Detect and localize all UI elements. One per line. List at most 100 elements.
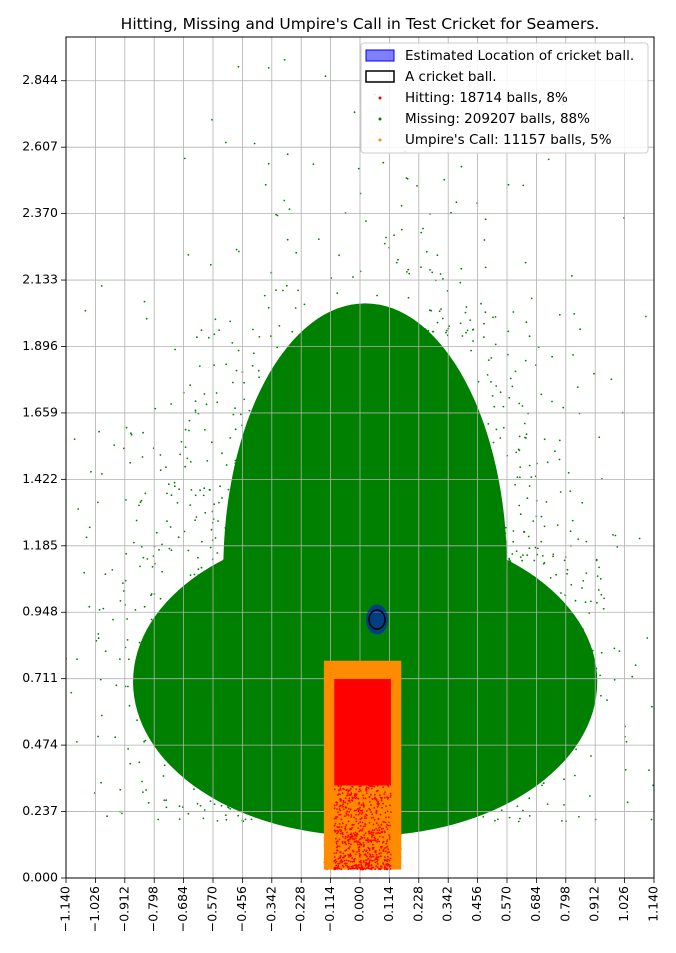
- missing-point: [415, 765, 417, 768]
- missing-point: [403, 632, 406, 634]
- missing-point: [194, 632, 197, 635]
- missing-point: [244, 818, 247, 821]
- hitting-point: [359, 824, 362, 827]
- hitting-point: [358, 841, 361, 844]
- missing-point: [502, 426, 505, 429]
- missing-point: [337, 547, 339, 549]
- missing-point: [412, 689, 415, 692]
- missing-point: [455, 675, 458, 678]
- hitting-point: [341, 833, 344, 836]
- missing-point: [286, 633, 289, 636]
- hitting-point: [355, 796, 358, 799]
- missing-point: [369, 580, 372, 582]
- missing-point: [248, 647, 251, 650]
- hitting-point: [356, 780, 359, 783]
- missing-point: [301, 609, 304, 611]
- missing-point: [303, 553, 305, 556]
- missing-point: [358, 586, 360, 588]
- missing-point: [193, 684, 195, 686]
- missing-point: [519, 466, 522, 468]
- missing-point: [415, 451, 418, 454]
- missing-point: [503, 601, 506, 604]
- hitting-point: [387, 855, 389, 858]
- missing-point: [378, 638, 381, 641]
- missing-point: [382, 561, 385, 563]
- hitting-point: [355, 788, 357, 791]
- missing-point: [478, 512, 481, 515]
- missing-point: [428, 496, 431, 499]
- missing-point: [493, 682, 496, 684]
- missing-point: [73, 438, 76, 440]
- missing-point: [255, 685, 258, 687]
- missing-point: [416, 665, 419, 668]
- missing-point: [458, 580, 461, 582]
- hitting-point: [360, 813, 363, 815]
- missing-point: [238, 535, 241, 538]
- missing-point: [252, 561, 255, 564]
- missing-point: [297, 289, 299, 292]
- missing-point: [127, 658, 130, 661]
- hitting-point: [372, 843, 374, 846]
- missing-point: [459, 719, 462, 721]
- missing-point: [483, 698, 486, 701]
- missing-point: [236, 664, 239, 667]
- hitting-point: [350, 816, 353, 818]
- missing-point: [139, 696, 142, 699]
- missing-point: [319, 603, 322, 606]
- missing-point: [493, 674, 496, 676]
- missing-point: [259, 747, 261, 750]
- hitting-point: [349, 853, 352, 855]
- missing-point: [534, 625, 536, 628]
- missing-point: [401, 636, 404, 639]
- missing-point: [205, 608, 207, 611]
- missing-point: [314, 719, 317, 722]
- missing-point: [404, 489, 406, 491]
- missing-point: [411, 715, 414, 718]
- hitting-point: [339, 855, 342, 857]
- missing-point: [319, 672, 322, 675]
- missing-point: [400, 605, 402, 608]
- hitting-point: [351, 786, 354, 788]
- missing-point: [286, 785, 289, 787]
- missing-point: [342, 582, 345, 584]
- missing-point: [436, 628, 439, 631]
- missing-point: [363, 444, 365, 447]
- hitting-point: [374, 858, 377, 861]
- missing-point: [245, 793, 247, 796]
- missing-point: [520, 694, 523, 697]
- missing-point: [275, 639, 278, 641]
- missing-point: [459, 788, 462, 790]
- hitting-point: [352, 850, 355, 853]
- hitting-point: [335, 860, 338, 863]
- missing-point: [268, 792, 271, 794]
- missing-point: [412, 736, 414, 738]
- missing-point: [257, 690, 260, 692]
- missing-point: [355, 607, 357, 610]
- missing-point: [524, 721, 526, 724]
- missing-point: [196, 633, 199, 635]
- missing-point: [485, 483, 488, 486]
- missing-point: [457, 719, 460, 722]
- missing-point: [258, 780, 260, 783]
- missing-point: [90, 470, 92, 473]
- missing-point: [207, 693, 210, 696]
- missing-point: [488, 708, 491, 711]
- missing-point: [479, 642, 482, 645]
- missing-point: [292, 722, 294, 725]
- missing-point: [541, 649, 544, 651]
- missing-point: [298, 674, 301, 676]
- missing-point: [239, 413, 242, 416]
- missing-point: [305, 529, 308, 532]
- missing-point: [482, 585, 485, 588]
- missing-point: [444, 683, 446, 686]
- missing-point: [487, 725, 490, 728]
- missing-point: [255, 703, 258, 706]
- missing-point: [291, 441, 293, 444]
- missing-point: [534, 546, 537, 549]
- hitting-point: [335, 816, 337, 818]
- missing-point: [289, 627, 292, 630]
- missing-point: [459, 682, 462, 684]
- missing-point: [426, 782, 428, 784]
- hitting-point: [347, 840, 350, 843]
- missing-point: [140, 499, 143, 502]
